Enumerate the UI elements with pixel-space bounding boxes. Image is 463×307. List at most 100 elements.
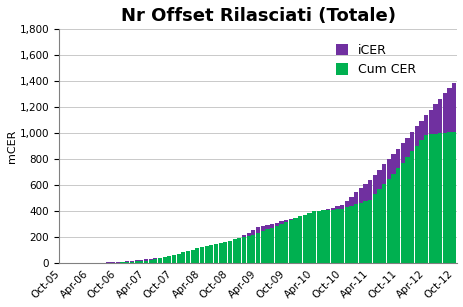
Bar [162,257,166,263]
Bar [265,230,269,263]
Bar [335,206,339,263]
Bar [279,221,283,263]
Bar [246,236,250,263]
Bar [232,239,236,263]
Bar [442,133,446,263]
Bar [200,251,204,263]
Bar [144,259,148,263]
Bar [353,204,357,263]
Bar [237,238,241,263]
Bar [297,217,301,263]
Bar [260,226,264,263]
Bar [120,262,125,263]
Bar [409,132,413,263]
Bar [134,261,138,263]
Bar [311,214,316,263]
Bar [167,256,171,263]
Bar [335,209,339,263]
Bar [353,192,357,263]
Bar [419,121,423,263]
Bar [171,256,175,263]
Bar [344,201,348,263]
Bar [316,211,320,263]
Bar [241,235,245,263]
Legend: iCER, Cum CER: iCER, Cum CER [331,40,419,80]
Bar [349,196,353,263]
Bar [311,211,316,263]
Bar [218,243,222,263]
Bar [437,99,441,263]
Bar [432,104,437,263]
Bar [186,251,190,263]
Bar [400,143,404,263]
Bar [269,227,274,263]
Bar [251,235,255,263]
Bar [339,205,344,263]
Bar [125,262,129,263]
Bar [363,201,367,263]
Bar [321,210,325,263]
Bar [372,175,376,263]
Bar [302,215,306,263]
Bar [274,223,278,263]
Bar [190,250,194,263]
Bar [171,255,175,263]
Bar [227,244,232,263]
Bar [157,258,162,263]
Bar [288,220,292,263]
Title: Nr Offset Rilasciati (Totale): Nr Offset Rilasciati (Totale) [120,7,395,25]
Bar [106,262,111,263]
Bar [391,173,395,263]
Bar [274,226,278,263]
Bar [437,133,441,263]
Bar [125,261,129,263]
Bar [111,262,115,263]
Bar [423,134,427,263]
Bar [405,138,409,263]
Bar [213,248,218,263]
Bar [218,247,222,263]
Bar [227,241,232,263]
Bar [307,213,311,263]
Bar [321,211,325,263]
Bar [442,93,446,263]
Bar [223,242,227,263]
Bar [414,126,418,263]
Bar [400,163,404,263]
Bar [97,262,101,263]
Bar [181,252,185,263]
Bar [376,170,381,263]
Bar [237,238,241,263]
Bar [139,261,143,263]
Y-axis label: mCER: mCER [7,130,17,163]
Bar [153,259,157,263]
Bar [213,244,218,263]
Bar [157,258,162,263]
Bar [120,262,125,263]
Bar [153,258,157,263]
Bar [204,250,208,263]
Bar [367,200,371,263]
Bar [265,225,269,263]
Bar [116,262,120,263]
Bar [451,83,456,263]
Bar [386,179,390,263]
Bar [395,168,400,263]
Bar [176,255,181,263]
Bar [200,247,204,263]
Bar [195,252,199,263]
Bar [195,248,199,263]
Bar [162,257,166,263]
Bar [367,180,371,263]
Bar [260,231,264,263]
Bar [223,245,227,263]
Bar [325,209,330,263]
Bar [293,218,297,263]
Bar [190,253,194,263]
Bar [446,132,450,263]
Bar [405,157,409,263]
Bar [451,132,456,263]
Bar [101,262,106,263]
Bar [349,206,353,263]
Bar [409,151,413,263]
